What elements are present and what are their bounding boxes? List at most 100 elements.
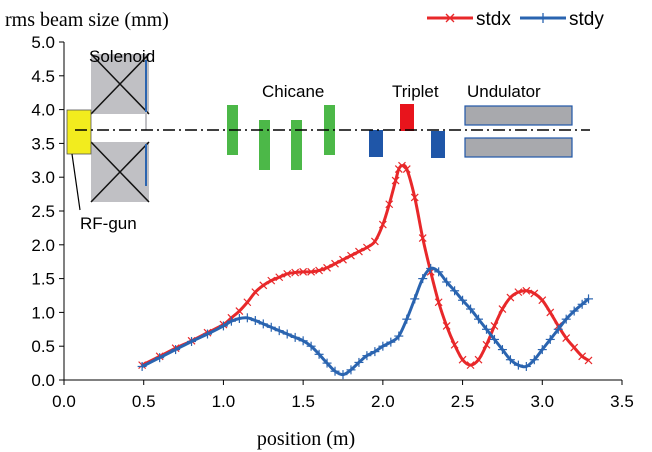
legend-label-stdy: stdy <box>569 9 604 30</box>
data-point-stdx <box>482 340 491 349</box>
solenoid-upper-cross-b <box>90 53 150 115</box>
data-point-stdy <box>545 334 555 344</box>
chicane-dipole-3 <box>291 120 302 170</box>
data-point-stdy <box>394 331 404 341</box>
x-tick-label: 0.0 <box>52 392 76 411</box>
x-ticks: 0.0 0.5 1.0 1.5 2.0 2.5 3.0 3.5 <box>52 380 634 411</box>
data-point-stdx <box>243 298 252 307</box>
data-point-stdy <box>466 304 476 314</box>
data-point-stdx <box>514 288 523 297</box>
data-point-stdx <box>267 276 276 285</box>
data-point-stdy <box>561 314 571 324</box>
data-point-stdy <box>521 361 531 371</box>
data-point-stdx <box>385 200 394 209</box>
data-point-stdx <box>355 247 363 256</box>
y-tick-label: 1.5 <box>31 270 55 289</box>
data-point-stdx <box>398 161 406 170</box>
data-point-stdy <box>418 274 428 284</box>
data-point-stdx <box>584 356 593 365</box>
y-tick-label: 1.0 <box>31 303 55 322</box>
series-stdx <box>138 161 593 370</box>
data-point-stdy <box>282 329 292 339</box>
data-point-stdy <box>266 322 276 332</box>
x-tick-label: 2.5 <box>451 392 475 411</box>
data-point-stdy <box>458 295 468 305</box>
data-point-stdy <box>202 329 212 339</box>
data-point-stdx <box>490 321 499 330</box>
data-point-stdx <box>546 308 555 317</box>
y-tick-label: 3.0 <box>31 168 55 187</box>
data-point-stdy <box>450 286 460 296</box>
y-tick-label: 0.5 <box>31 337 55 356</box>
data-point-stdx <box>299 267 308 276</box>
undulator-label: Undulator <box>467 82 541 101</box>
data-point-stdx <box>578 352 587 361</box>
data-point-stdy <box>553 324 563 334</box>
data-point-stdy <box>250 316 260 326</box>
data-point-stdy <box>513 360 523 370</box>
x-tick-label: 0.5 <box>132 392 156 411</box>
y-tick-label: 2.0 <box>31 236 55 255</box>
data-point-stdx <box>339 255 347 264</box>
chicane-dipole-2 <box>259 120 270 170</box>
y-tick-label: 4.5 <box>31 67 55 86</box>
series-line-stdx <box>141 163 590 367</box>
undulator-upper <box>464 105 573 126</box>
data-point-stdy <box>474 314 484 324</box>
triplet-label: Triplet <box>392 82 439 101</box>
data-point-stdy <box>330 366 340 376</box>
rf-gun-label: RF-gun <box>80 214 137 233</box>
data-point-stdx <box>522 286 531 295</box>
series-layer <box>137 161 594 380</box>
data-point-stdy <box>370 347 380 357</box>
data-point-stdy <box>187 336 197 346</box>
data-point-stdx <box>391 176 400 185</box>
data-point-stdx <box>378 220 387 229</box>
data-point-stdy <box>322 358 332 368</box>
data-point-stdy <box>402 314 412 324</box>
x-tick-label: 3.5 <box>610 392 634 411</box>
rf-gun <box>66 109 92 155</box>
data-point-stdx <box>347 251 355 260</box>
undulator-lower <box>464 137 573 158</box>
x-tick-label: 2.0 <box>371 392 395 411</box>
data-point-stdx <box>530 289 539 298</box>
data-point-stdy <box>410 294 420 304</box>
triplet-quad-2 <box>400 104 414 131</box>
data-point-stdy <box>274 326 284 336</box>
solenoid-lower-cross-b <box>90 141 150 203</box>
data-point-stdy <box>426 263 436 273</box>
triplet-quad-3 <box>431 131 445 158</box>
data-point-stdy <box>338 370 348 380</box>
data-point-stdy <box>346 365 356 375</box>
legend-marker-stdx <box>445 13 455 23</box>
data-point-stdx <box>562 334 571 343</box>
x-tick-label: 1.0 <box>212 392 236 411</box>
data-point-stdy <box>218 321 228 331</box>
data-point-stdx <box>418 234 427 242</box>
data-point-stdx <box>251 288 260 297</box>
data-point-stdx <box>275 273 284 282</box>
chicane-dipole-4 <box>324 105 335 155</box>
data-point-stdy <box>481 324 491 334</box>
data-point-stdy <box>505 355 515 365</box>
data-point-stdx <box>283 269 292 278</box>
data-point-stdy <box>137 361 147 371</box>
data-point-stdy <box>577 299 587 309</box>
data-point-stdy <box>434 267 444 277</box>
data-point-stdy <box>306 341 316 351</box>
data-point-stdx <box>570 343 579 352</box>
series-line-stdy <box>141 266 590 377</box>
y-tick-label: 2.5 <box>31 202 55 221</box>
x-tick-label: 3.0 <box>530 392 554 411</box>
beamline-schematic: Solenoid RF-gun Chicane Triplet Undulato… <box>66 47 590 233</box>
data-point-stdx <box>315 266 324 275</box>
data-point-stdy <box>314 349 324 359</box>
data-point-stdx <box>474 355 483 364</box>
data-point-stdx <box>506 293 515 302</box>
data-point-stdy <box>497 345 507 355</box>
chicane-label: Chicane <box>262 82 324 101</box>
data-point-stdy <box>242 313 252 323</box>
data-point-stdy <box>529 355 539 365</box>
data-point-stdx <box>538 296 547 305</box>
